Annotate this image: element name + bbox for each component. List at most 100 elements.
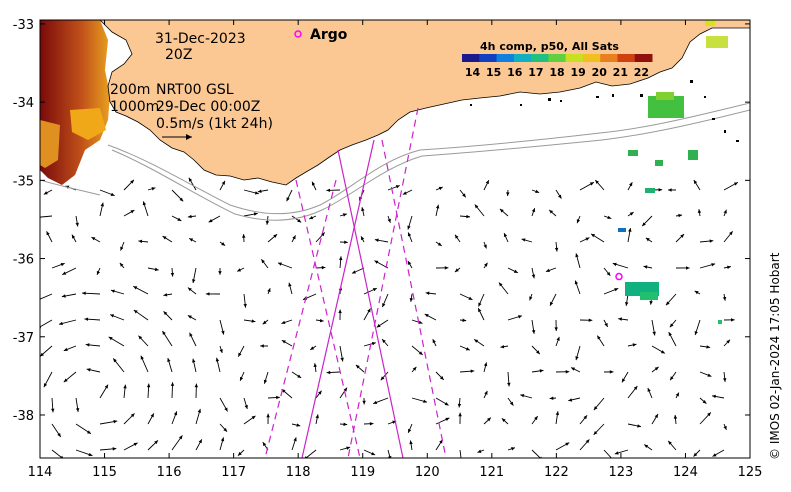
current-vector-head (709, 239, 714, 243)
current-vector-head (462, 318, 467, 322)
current-vector-head (86, 368, 91, 372)
current-vector-head (595, 180, 599, 184)
current-vector-head (465, 347, 470, 351)
current-vector-head (346, 446, 351, 450)
current-vector-head (729, 231, 733, 236)
current-vector-head (187, 287, 192, 292)
isobath-lines (40, 102, 750, 221)
current-vector-head (697, 209, 702, 214)
current-vector-head (253, 212, 258, 216)
current-vector-head (221, 330, 225, 335)
current-vectors (40, 177, 739, 458)
current-vector-head (507, 382, 511, 387)
argo-float-marker (615, 272, 623, 281)
current-vector-head (355, 364, 360, 369)
current-vector-head (187, 315, 192, 319)
current-vector-head (457, 403, 462, 408)
current-vector (40, 319, 53, 328)
colorbar-title: 4h comp, p50, All Sats (480, 40, 619, 53)
current-vector-head (267, 288, 271, 293)
current-vector-head (423, 399, 428, 403)
lat-tick-label: -34 (13, 96, 34, 111)
current-vector-head (351, 270, 356, 274)
current-vector-head (362, 400, 366, 405)
current-vector-head (369, 422, 374, 426)
current-vector-head (722, 378, 727, 382)
current-vector-head (597, 335, 601, 340)
lat-tick-label: -33 (13, 18, 34, 33)
colorbar-cell (565, 54, 584, 62)
current-vector-head (123, 384, 127, 389)
current-vector-head (628, 228, 632, 232)
current-vector-head (693, 179, 698, 184)
current-vector-head (221, 180, 225, 185)
current-vector-head (321, 265, 326, 270)
current-vector-head (342, 213, 347, 217)
current-vector-head (549, 209, 554, 214)
current-vector-head (208, 218, 213, 223)
current-vector-head (146, 383, 151, 388)
colorbar-cell (548, 54, 567, 62)
current-vector-head (407, 225, 411, 230)
current-vector-head (549, 396, 554, 400)
current-vector-head (470, 369, 475, 373)
current-vector-head (60, 455, 64, 458)
colorbar-cell (634, 54, 653, 62)
current-vector-head (205, 292, 210, 296)
colorbar-tick-label: 20 (592, 66, 608, 79)
lon-tick-label: 116 (157, 465, 182, 480)
current-vector-head (412, 366, 417, 371)
current-vector-head (340, 357, 344, 362)
current-vector-head (138, 239, 143, 244)
current-vector-head (477, 449, 482, 453)
current-vector-head (223, 427, 228, 432)
current-vector-head (371, 341, 376, 346)
current-vector-head (243, 303, 247, 308)
current-vector-head (257, 189, 262, 193)
current-vector-head (343, 422, 348, 427)
current-vector-head (221, 242, 226, 246)
current-vector-head (633, 386, 638, 390)
current-vector-head (694, 290, 699, 295)
current-vector-head (407, 232, 412, 237)
current-vector-head (439, 439, 443, 444)
current-vector-head (151, 187, 156, 191)
current-vector-head (583, 415, 588, 420)
current-vector-head (113, 358, 117, 363)
lat-tick-label: -35 (13, 174, 34, 189)
current-vector-head (262, 442, 267, 447)
current-vector-head (673, 414, 678, 419)
colorbar-tick-label: 21 (613, 66, 628, 79)
current-vector-head (110, 314, 115, 318)
current-vector-head (550, 301, 554, 306)
current-vector-head (604, 322, 608, 327)
current-vector-head (338, 309, 342, 314)
current-vector-head (138, 335, 143, 340)
current-vector-head (388, 455, 392, 458)
current-vector-head (321, 232, 325, 237)
current-vector-head (485, 180, 489, 185)
current-vector-head (575, 253, 579, 258)
current-vector-head (286, 197, 290, 202)
current-vector-head (150, 413, 154, 418)
current-vector-head (133, 286, 138, 290)
current-vector-head (468, 296, 473, 300)
current-vector-head (237, 268, 242, 272)
current-vector-head (218, 271, 222, 275)
current-vector-head (554, 327, 558, 331)
current-vector-head (75, 222, 79, 227)
product-label: NRT00 GSL (156, 82, 234, 98)
current-vector-head (702, 399, 707, 404)
current-vector-head (458, 412, 462, 417)
colorbar-cell (531, 54, 549, 62)
lon-tick-label: 118 (286, 465, 311, 480)
argo-legend-icon (294, 30, 302, 38)
current-vector-head (338, 256, 343, 261)
current-vector-head (395, 185, 400, 189)
colorbar-tick-label: 17 (528, 66, 543, 79)
current-vector-head (643, 265, 648, 269)
current-vector-head (261, 259, 265, 264)
colorbar-tick-label: 16 (507, 66, 523, 79)
current-vector (40, 215, 53, 218)
